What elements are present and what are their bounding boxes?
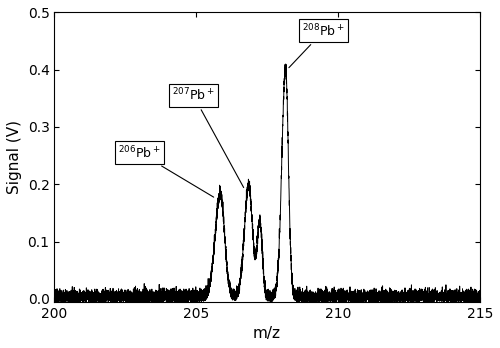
Text: $^{206}$Pb$^+$: $^{206}$Pb$^+$ — [118, 144, 214, 197]
X-axis label: m/z: m/z — [253, 326, 281, 341]
Text: $^{207}$Pb$^+$: $^{207}$Pb$^+$ — [172, 87, 244, 188]
Text: $^{208}$Pb$^+$: $^{208}$Pb$^+$ — [289, 23, 346, 68]
Y-axis label: Signal (V): Signal (V) — [7, 120, 22, 194]
